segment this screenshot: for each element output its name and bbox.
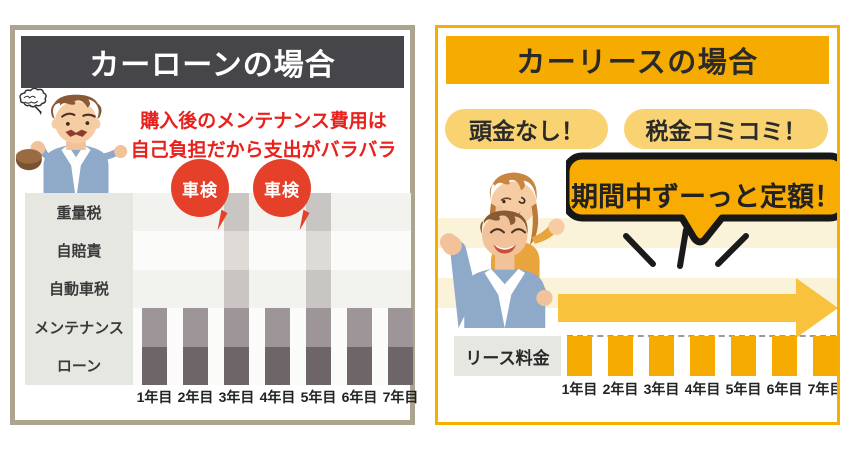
svg-text:期間中ずーっと定額！: 期間中ずーっと定額！: [571, 181, 840, 212]
